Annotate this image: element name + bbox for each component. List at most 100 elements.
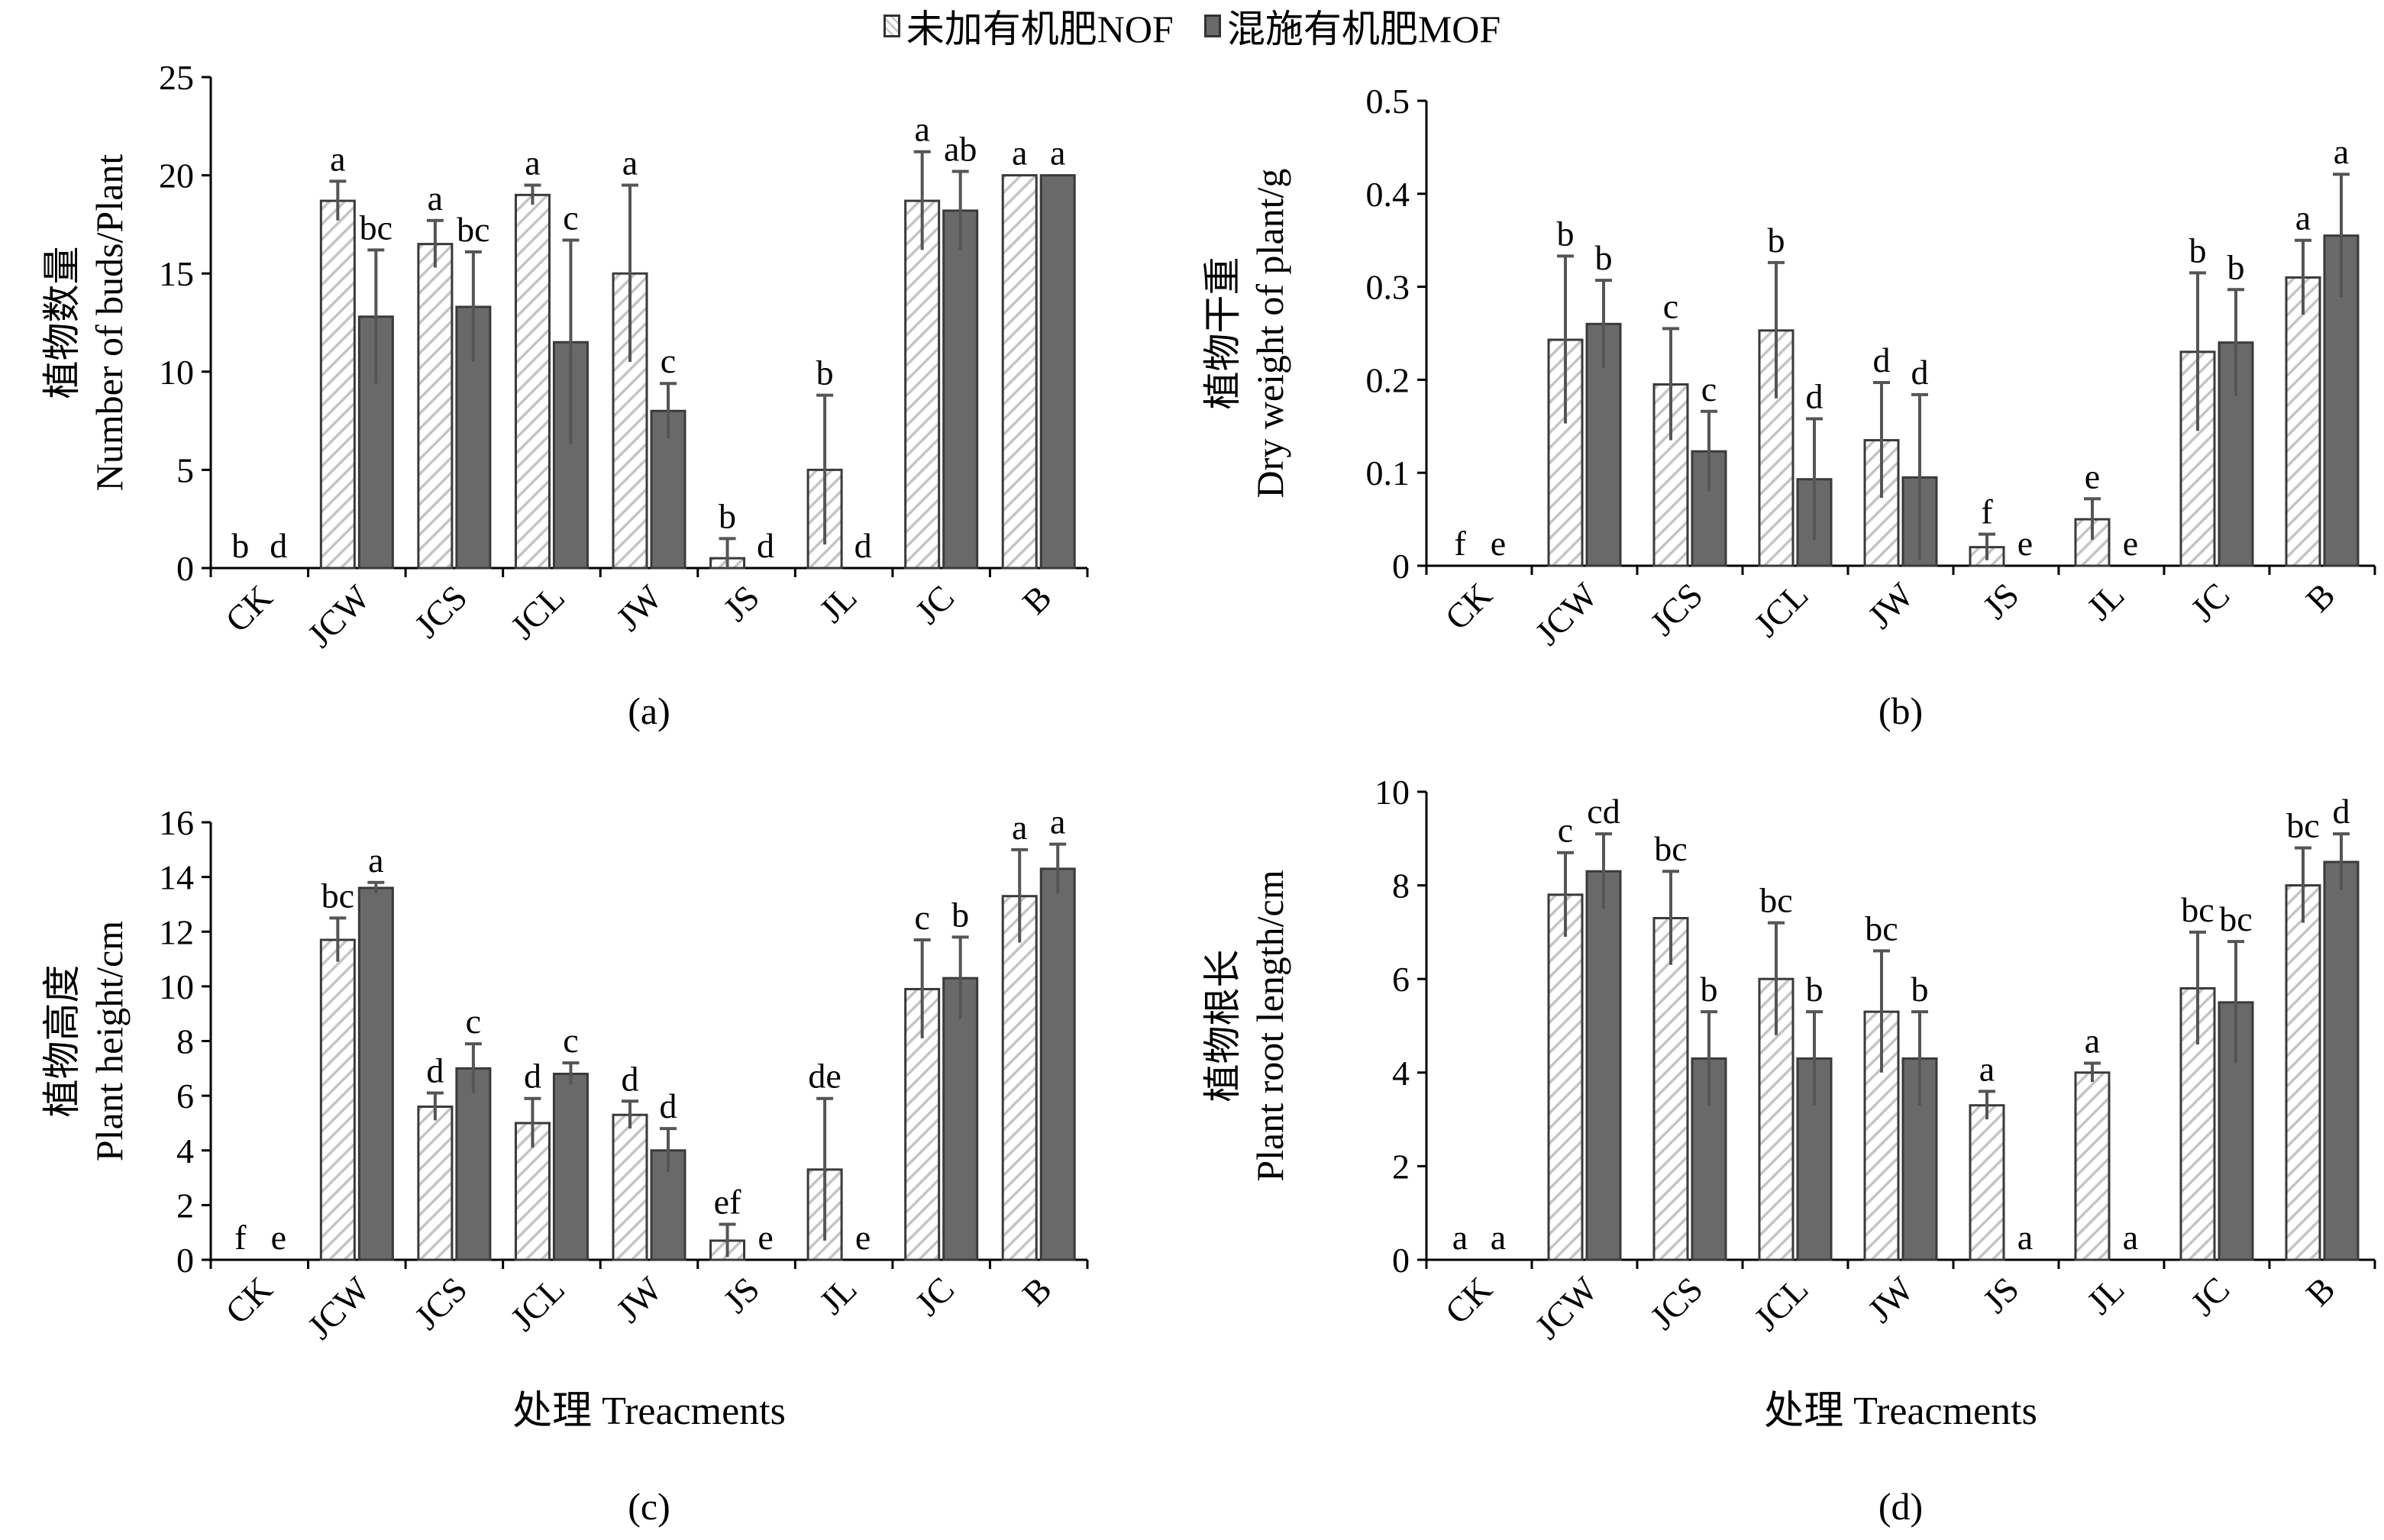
bar-mof	[1039, 174, 1076, 570]
bar-mof	[942, 977, 979, 1261]
significance-letter: f	[1981, 492, 1993, 531]
significance-letter: bc	[1759, 881, 1792, 920]
significance-letter: b	[719, 496, 736, 535]
significance-letter: a	[1050, 134, 1065, 173]
y-tick-label: 0.4	[1366, 175, 1410, 214]
significance-letter: c	[914, 898, 929, 937]
significance-letter: a	[2334, 132, 2349, 171]
significance-letter: bc	[457, 210, 489, 249]
significance-letter: b	[231, 526, 249, 565]
y-tick-label: 6	[1392, 960, 1410, 999]
y-tick-label: 12	[159, 912, 194, 951]
bar-nof	[612, 1113, 648, 1261]
x-category-label: JW	[609, 1269, 670, 1330]
significance-letter: e	[758, 1218, 773, 1257]
significance-letter: bc	[360, 208, 392, 247]
y-tick-label: 10	[1375, 773, 1410, 812]
significance-letter: c	[563, 198, 578, 237]
significance-letter: a	[2123, 1218, 2138, 1257]
significance-letter: e	[2123, 524, 2138, 563]
x-category-label: JCS	[407, 578, 475, 646]
y-axis-label-en: Number of buds/Plant	[88, 154, 131, 492]
significance-letter: a	[1452, 1218, 1468, 1257]
y-tick-label: 0	[1392, 1241, 1410, 1280]
x-category-label: JCW	[1527, 575, 1605, 653]
significance-letter: a	[2295, 199, 2311, 237]
x-category-label: JCW	[300, 577, 378, 655]
y-tick-label: 8	[1392, 867, 1410, 906]
x-category-label: JS	[1975, 1270, 2027, 1321]
x-category-label: JW	[609, 577, 670, 638]
x-category-label: JCW	[300, 1269, 378, 1347]
y-axis-label-cn: 植物根长	[1201, 950, 1244, 1103]
y-tick-label: 0.5	[1366, 82, 1410, 121]
significance-letter: a	[1050, 802, 1065, 841]
x-category-label: JCL	[503, 1270, 572, 1338]
bar-nof	[1001, 174, 1038, 570]
panel-label: (c)	[628, 1485, 670, 1528]
x-category-label: B	[2298, 1270, 2343, 1314]
x-category-label: JCS	[1643, 1270, 1710, 1338]
significance-letter: e	[2085, 457, 2100, 496]
bar-mof	[650, 409, 686, 570]
x-category-label: JC	[908, 578, 961, 631]
significance-letter: c	[661, 341, 676, 380]
x-category-label: JCL	[1746, 576, 1815, 644]
significance-letter: bc	[2219, 899, 2252, 938]
y-tick-label: 25	[159, 58, 194, 97]
significance-letter: b	[2227, 247, 2245, 286]
significance-letter: c	[1663, 286, 1678, 325]
legend: 未加有机肥NOF 混施有机肥MOF	[0, 3, 2384, 50]
significance-letter: d	[757, 526, 774, 565]
x-category-label: CK	[1437, 576, 1499, 638]
y-tick-label: 8	[176, 1022, 194, 1061]
bar-nof	[417, 243, 454, 570]
legend-label-mof: 混施有机肥MOF	[1226, 8, 1501, 50]
significance-letter: b	[2189, 231, 2207, 270]
significance-letter: c	[563, 1021, 578, 1060]
y-tick-label: 0.3	[1366, 268, 1410, 307]
x-category-label: JL	[2079, 576, 2132, 628]
y-tick-label: 16	[159, 803, 194, 842]
x-category-label: JS	[716, 578, 767, 629]
significance-letter: a	[428, 179, 443, 218]
x-category-label: JC	[2183, 1270, 2237, 1323]
significance-letter: e	[271, 1218, 286, 1257]
x-category-label: CK	[218, 578, 279, 640]
x-category-label: JL	[812, 1270, 864, 1322]
significance-letter: d	[524, 1057, 541, 1096]
panel-label: (a)	[628, 689, 670, 732]
significance-letter: c	[466, 1002, 481, 1041]
significance-letter: bc	[1865, 909, 1898, 948]
y-tick-label: 15	[159, 254, 194, 293]
significance-letter: d	[622, 1059, 639, 1098]
significance-letter: bc	[2286, 806, 2319, 845]
significance-letter: c	[1701, 370, 1717, 408]
x-category-label: JCS	[407, 1270, 475, 1338]
significance-letter: d	[1873, 341, 1891, 379]
y-axis-label-en: Plant height/cm	[88, 921, 131, 1161]
y-axis-label-cn: 植物干重	[1201, 257, 1244, 410]
x-category-label: B	[1015, 578, 1059, 622]
bar-mof	[1585, 870, 1622, 1261]
significance-letter: ab	[944, 129, 977, 168]
significance-letter: b	[1557, 214, 1575, 253]
bar-nof	[2285, 276, 2321, 567]
y-axis-label-en: Dry weight of plant/g	[1249, 169, 1291, 499]
significance-letter: b	[1768, 221, 1785, 260]
significance-letter: a	[368, 841, 383, 880]
significance-letter: f	[1454, 524, 1466, 563]
significance-letter: d	[2333, 792, 2350, 831]
x-category-label: JCL	[503, 578, 572, 647]
y-tick-label: 0	[176, 1241, 194, 1280]
bar-mof	[2218, 1001, 2254, 1261]
significance-letter: a	[1491, 1218, 1506, 1257]
x-category-label: B	[1015, 1270, 1059, 1314]
significance-letter: d	[270, 526, 287, 565]
significance-letter: d	[1806, 377, 1824, 416]
y-axis-label-en: Plant root length/cm	[1249, 870, 1291, 1181]
bar-mof	[455, 1067, 492, 1261]
x-category-label: JL	[2079, 1270, 2132, 1322]
significance-letter: a	[1012, 808, 1027, 847]
x-category-label: CK	[218, 1270, 279, 1332]
